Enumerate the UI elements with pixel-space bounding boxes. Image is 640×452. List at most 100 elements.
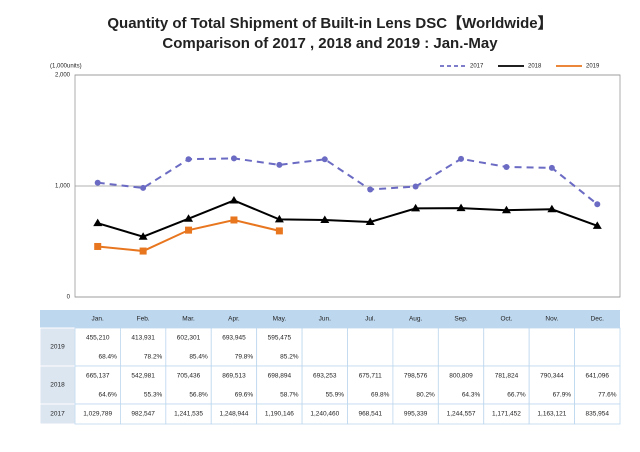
table-cell	[347, 365, 394, 405]
table-year: 2018	[50, 382, 65, 389]
table-value: 800,809	[449, 373, 473, 380]
legend-label: 2019	[586, 64, 600, 70]
table-cell	[165, 365, 212, 405]
marker	[230, 155, 237, 162]
table-cell	[574, 327, 621, 367]
marker	[230, 216, 238, 224]
table-header-bg	[40, 310, 620, 328]
table-yoy: 78.2%	[144, 354, 163, 361]
marker	[275, 227, 283, 235]
y-tick-label: 2,000	[55, 73, 71, 79]
marker	[412, 183, 419, 190]
table-cell	[437, 327, 485, 367]
table-yoy: 80.2%	[416, 392, 435, 399]
table-year: 2019	[50, 344, 65, 351]
table-yoy: 56.8%	[189, 392, 208, 399]
table-yoy: 68.4%	[98, 354, 117, 361]
table-value: 1,029,789	[83, 411, 112, 418]
table-yoy: 64.3%	[462, 392, 481, 399]
marker	[276, 161, 283, 168]
x-tick-label: Aug.	[409, 316, 423, 323]
marker	[185, 226, 193, 234]
x-tick-label: Jan.	[92, 316, 104, 323]
table-value: 641,096	[586, 373, 610, 380]
table-value: 602,301	[177, 335, 201, 342]
table-value: 790,344	[540, 373, 564, 380]
table-cell	[120, 365, 167, 405]
table-value: 995,339	[404, 411, 428, 418]
table-value: 675,711	[359, 373, 382, 380]
marker	[547, 204, 557, 213]
marker	[594, 201, 601, 208]
table-cell	[210, 327, 258, 367]
marker	[185, 156, 192, 163]
marker	[592, 221, 602, 229]
x-tick-label: Nov.	[545, 316, 558, 323]
table-value: 1,171,452	[492, 411, 521, 418]
marker	[274, 214, 284, 223]
y-axis-label: (1,000units)	[50, 64, 82, 70]
marker	[184, 214, 194, 222]
table-yoy: 85.4%	[189, 354, 208, 361]
x-tick-label: Sep.	[454, 316, 468, 323]
line	[97, 199, 598, 238]
table-value: 1,163,121	[537, 411, 566, 418]
table-yoy: 69.6%	[235, 392, 254, 399]
table-value: 1,190,146	[265, 411, 294, 418]
table-value: 982,547	[131, 411, 155, 418]
table-year-cell	[39, 365, 76, 405]
x-tick-label: Jul.	[365, 316, 375, 323]
table-cell	[74, 327, 121, 367]
marker	[94, 242, 102, 250]
table-yoy: 55.3%	[144, 392, 163, 399]
line	[97, 218, 280, 253]
table-cell	[528, 327, 575, 367]
y-tick-label: 1,000	[55, 184, 71, 190]
chart-subtitle: Comparison of 2017 , 2018 and 2019 : Jan…	[162, 35, 498, 52]
x-tick-label: Feb.	[137, 316, 150, 323]
x-tick-label: May.	[273, 316, 287, 323]
marker	[321, 156, 328, 163]
table-value: 835,954	[586, 411, 610, 418]
table-yoy: 66.7%	[507, 392, 526, 399]
table-cell	[392, 365, 439, 405]
legend-label: 2018	[528, 64, 542, 70]
x-tick-label: Dec.	[591, 316, 605, 323]
marker	[503, 163, 510, 170]
table-value: 665,137	[86, 373, 110, 380]
marker	[458, 155, 465, 162]
table-value: 1,241,535	[174, 411, 203, 418]
marker	[139, 247, 147, 255]
table-yoy: 64.6%	[98, 392, 117, 399]
table-value: 455,210	[86, 335, 110, 342]
table-value: 781,824	[495, 373, 519, 380]
x-tick-label: Oct.	[500, 316, 512, 323]
table-cell	[392, 327, 439, 367]
table-value: 968,541	[358, 411, 382, 418]
table-value: 595,475	[268, 335, 292, 342]
table-yoy: 55.9%	[326, 392, 345, 399]
table-cell	[256, 327, 303, 367]
table-value: 693,253	[313, 373, 337, 380]
table-value: 693,945	[222, 335, 246, 342]
marker	[548, 164, 555, 171]
table-yoy: 85.2%	[280, 354, 299, 361]
table-value: 869,513	[222, 373, 246, 380]
x-tick-label: Apr.	[228, 316, 240, 323]
chart-title: Quantity of Total Shipment of Built-in L…	[107, 14, 552, 32]
marker	[365, 217, 375, 225]
table-value: 705,436	[177, 373, 201, 380]
marker	[411, 203, 421, 212]
marker	[140, 184, 147, 191]
table-value: 542,981	[131, 373, 155, 380]
table-cell	[483, 327, 530, 367]
marker	[501, 205, 511, 214]
table-yoy: 67.9%	[553, 392, 572, 399]
x-tick-label: Jun.	[319, 316, 331, 323]
table-yoy: 79.8%	[235, 354, 254, 361]
marker	[320, 215, 330, 224]
legend-label: 2017	[470, 64, 484, 70]
table-value: 1,244,557	[447, 411, 476, 418]
table-year: 2017	[50, 411, 65, 418]
marker	[456, 203, 466, 212]
